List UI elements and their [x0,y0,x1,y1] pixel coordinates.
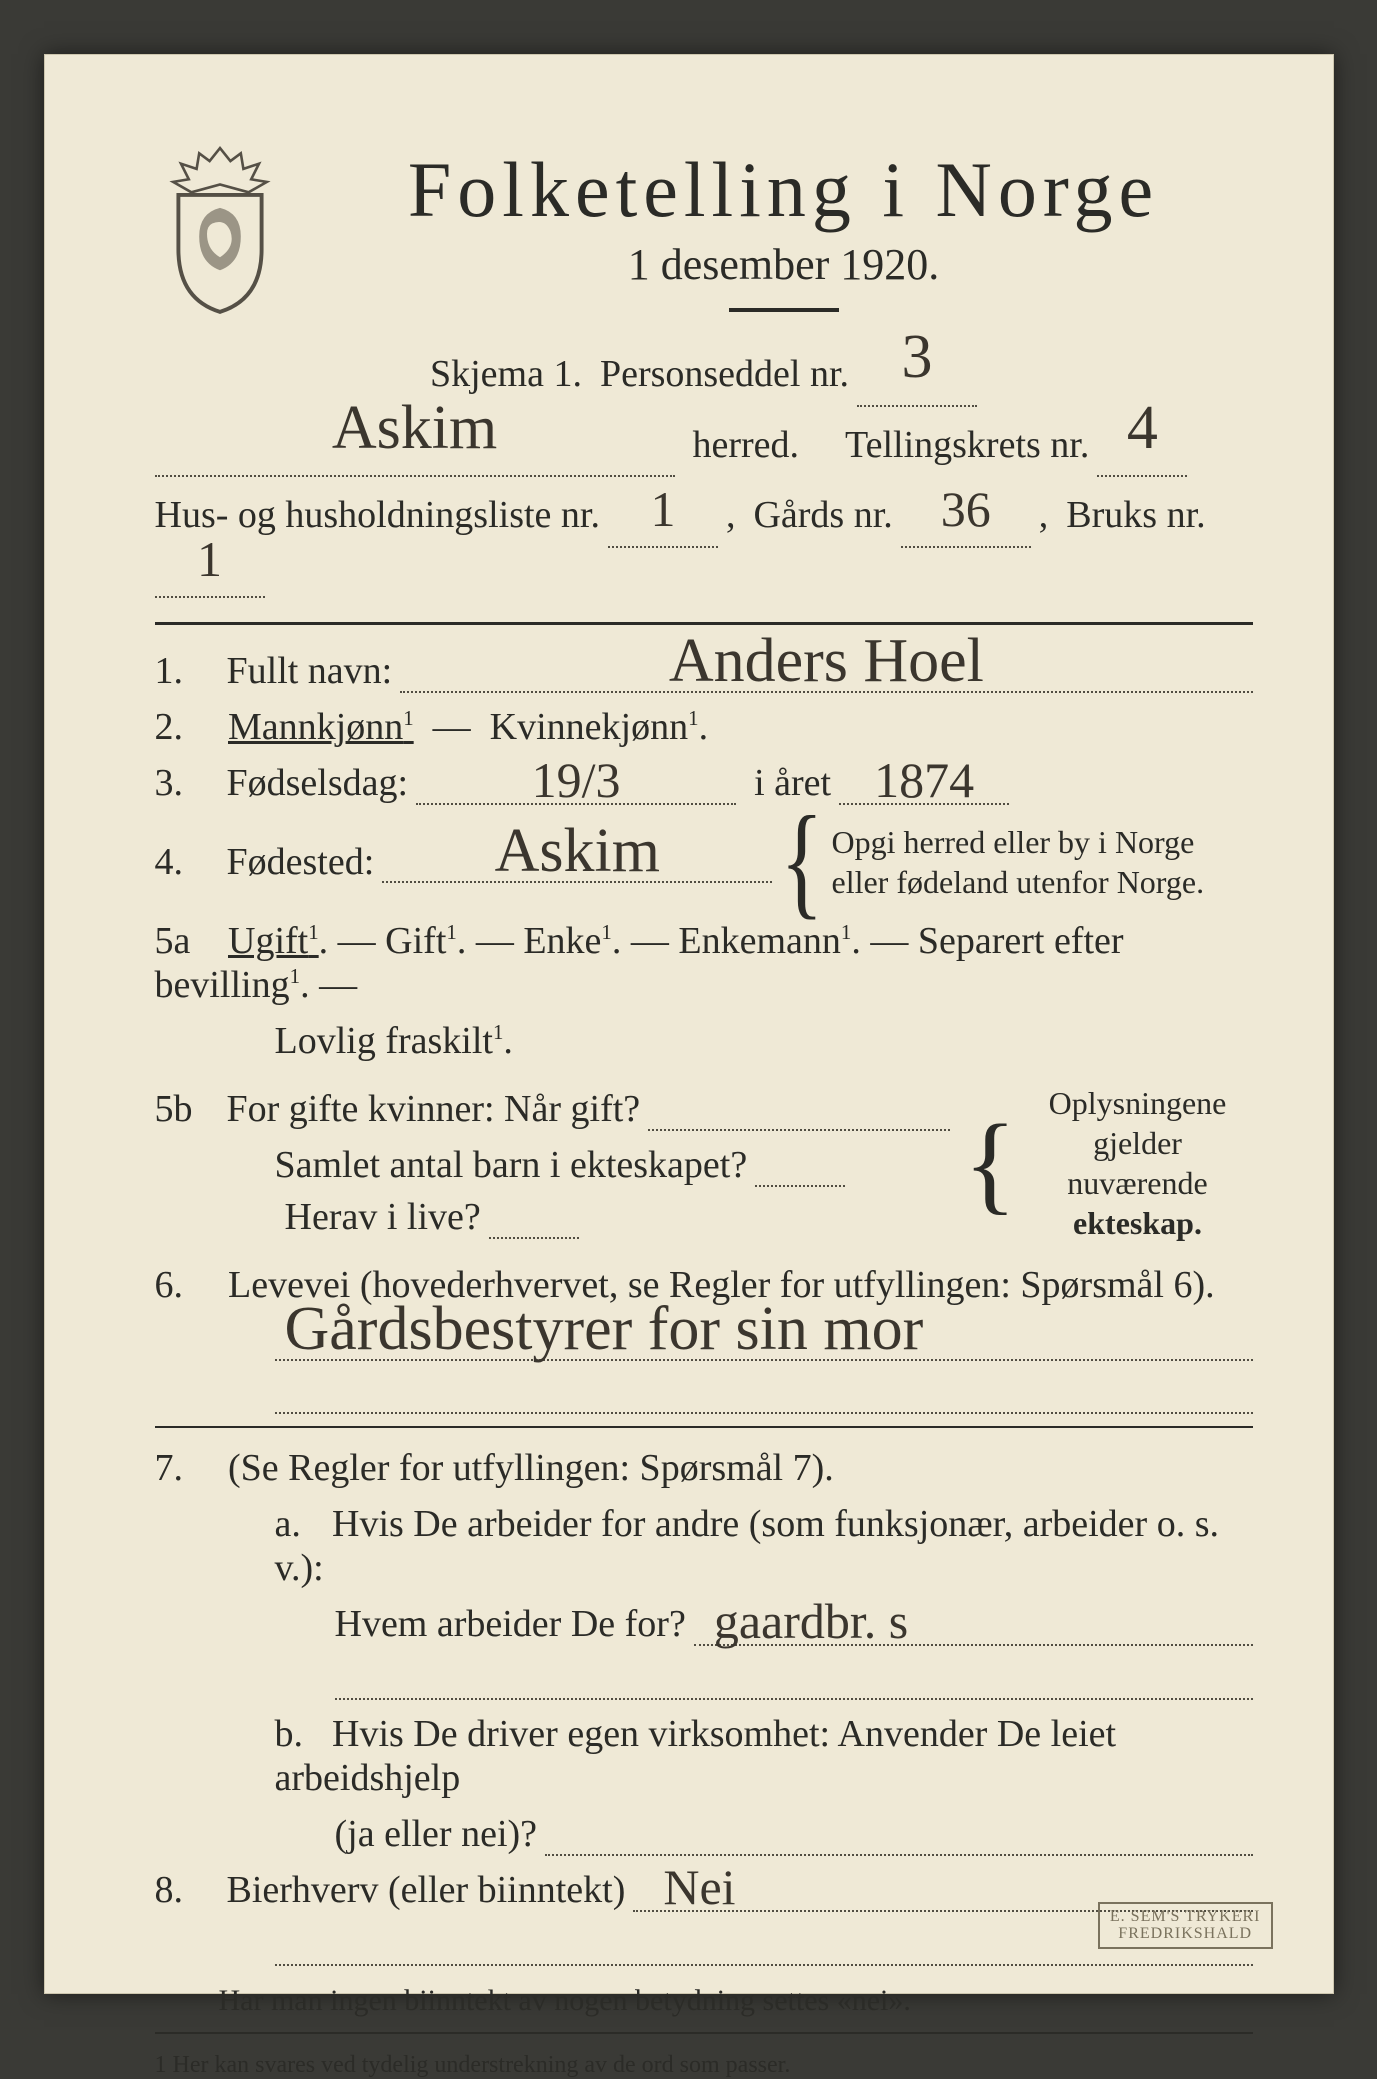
q7a: a. Hvis De arbeider for andre (som funks… [155,1502,1253,1590]
q7b-l2-label: (ja eller nei)? [335,1812,538,1856]
divider-2 [155,1426,1253,1428]
q5a-opt0: Ugift [228,920,319,962]
q3-year: 1874 [839,751,1009,809]
q4-num: 4. [155,840,219,884]
q7-num: 7. [155,1446,219,1490]
q5a: 5a Ugift. — Gift. — Enke. — Enkemann. — … [155,919,1253,1007]
page-subtitle: 1 desember 1920. [315,239,1253,290]
brace-icon: { [780,799,823,925]
q7b-label: b. [275,1712,323,1756]
q3-day: 19/3 [416,751,736,809]
q5b: 5b For gifte kvinner: Når gift? Samlet a… [155,1075,1253,1251]
q1: 1. Fullt navn: Anders Hoel [155,649,1253,693]
label-bruks: Bruks nr. [1066,483,1205,548]
q1-num: 1. [155,649,219,693]
value-herred: Askim [155,376,675,481]
q5a-opt3: Enkemann [678,920,851,962]
q6-answer: Gårdsbestyrer for sin mor [155,1319,1253,1361]
q2-kvinne: Kvinnekjønn [490,706,699,748]
footnote-1: 1 Her kan svares ved tydelig understrekn… [155,2052,1253,2079]
q4-note-l2: eller fødeland utenfor Norge. [831,864,1204,900]
q5b-l1: For gifte kvinner: Når gift? [227,1087,641,1131]
q6-blank [155,1373,1253,1415]
q7a-l2-label: Hvem arbeider De for? [335,1602,686,1646]
value-bruks-nr: 1 [155,517,265,602]
q5b-num: 5b [155,1087,219,1131]
q2-num: 2. [155,705,219,749]
q7b: b. Hvis De driver egen virksomhet: Anven… [155,1712,1253,1800]
q5b-l2a: Samlet antal barn i ekteskapet? [275,1143,748,1187]
q7-intro: (Se Regler for utfyllingen: Spørsmål 7). [228,1447,834,1489]
q5b-l2b: Herav i live? [285,1195,481,1239]
row-husliste: Hus- og husholdningsliste nr. 1 , Gårds … [155,483,1253,597]
value-gards-nr: 36 [901,467,1031,552]
q8-label: Bierhverv (eller biinntekt) [227,1868,626,1912]
footnote-1-text: 1 Her kan svares ved tydelig understrekn… [155,2052,791,2078]
stamp-l2: FREDRIKSHALD [1110,1925,1261,1943]
q1-value: Anders Hoel [400,626,1252,697]
q5a-num: 5a [155,919,219,963]
q4-value: Askim [382,816,772,887]
q7a-blank [155,1658,1253,1700]
coat-of-arms-icon [155,145,285,315]
q8: 8. Bierhverv (eller biinntekt) Nei [155,1868,1253,1912]
q5b-note-l3: ekteskap. [1073,1205,1202,1241]
value-personseddel-nr: 3 [857,305,977,410]
q5a-opt1: Gift [385,920,457,962]
q7a-l1: Hvis De arbeider for andre (som funksjon… [275,1503,1220,1589]
census-form-page: Folketelling i Norge 1 desember 1920. Sk… [44,54,1334,1994]
brace-icon: { [950,1119,1023,1207]
viewport: Folketelling i Norge 1 desember 1920. Sk… [0,0,1377,2048]
header: Folketelling i Norge 1 desember 1920. [155,145,1253,336]
q4-note-l1: Opgi herred eller by i Norge [831,824,1194,860]
stamp-l1: E. SEM'S TRYKERI [1110,1908,1261,1926]
q2-mann: Mannkjønn [228,706,414,748]
q7: 7. (Se Regler for utfyllingen: Spørsmål … [155,1446,1253,1490]
q7a-l2: Hvem arbeider De for? gaardbr. s [155,1602,1253,1646]
label-gards: Gårds nr. [753,483,892,548]
q5a-opt2: Enke [523,920,612,962]
q4: 4. Fødested: Askim { Opgi herred eller b… [155,817,1253,907]
title-divider [729,308,839,312]
q3-num: 3. [155,761,219,805]
value-tellingskrets-nr: 4 [1097,376,1187,481]
q5a-opt5: Lovlig fraskilt [275,1020,504,1062]
printer-stamp: E. SEM'S TRYKERI FREDRIKSHALD [1098,1902,1273,1949]
q5b-note-l2: gjelder nuværende [1067,1125,1207,1201]
q7a-value: gaardbr. s [694,1592,1253,1650]
q3-label: Fødselsdag: [227,761,409,805]
q6-value: Gårdsbestyrer for sin mor [275,1294,1253,1365]
q7b-l1: Hvis De driver egen virksomhet: Anvender… [275,1713,1117,1799]
q6-num: 6. [155,1263,219,1307]
q4-note: Opgi herred eller by i Norge eller fødel… [831,822,1204,902]
divider-3 [155,2032,1253,2034]
divider-1 [155,622,1253,625]
page-title: Folketelling i Norge [315,145,1253,235]
q4-label: Fødested: [227,840,375,884]
q5b-note-l1: Oplysningene [1049,1085,1227,1121]
q8-blank [155,1924,1253,1966]
q7a-label: a. [275,1502,323,1546]
value-husliste-nr: 1 [608,467,718,552]
q5b-note: Oplysningene gjelder nuværende ekteskap. [1023,1083,1253,1243]
footer-note: Har man ingen biinntekt av nogen betydni… [155,1984,1253,2018]
q5a-cont: Lovlig fraskilt. [155,1019,1253,1063]
q1-label: Fullt navn: [227,649,393,693]
q8-num: 8. [155,1868,219,1912]
q2: 2. Mannkjønn — Kvinnekjønn. [155,705,1253,749]
q3: 3. Fødselsdag: 19/3 i året 1874 [155,761,1253,805]
q7b-l2: (ja eller nei)? [155,1812,1253,1856]
